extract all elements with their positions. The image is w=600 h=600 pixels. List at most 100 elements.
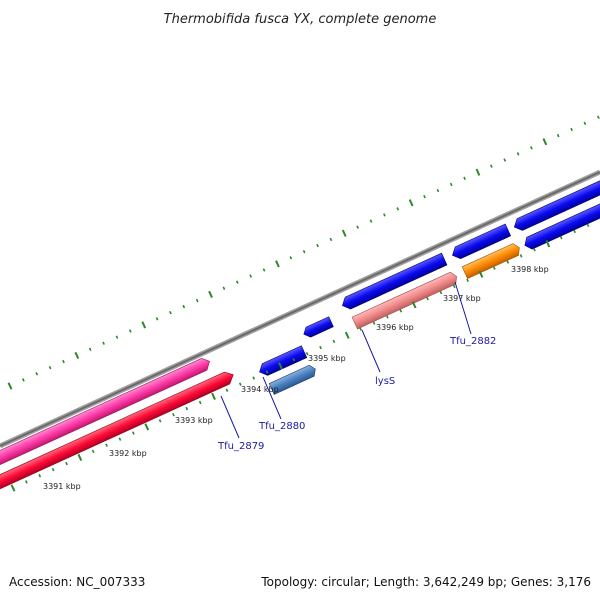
accession-text: Accession: NC_007333 — [9, 575, 145, 589]
inner-tick-major — [344, 331, 350, 339]
outer-tick-minor — [48, 365, 52, 370]
outer-tick-minor — [235, 280, 239, 284]
outer-tick-minor — [369, 219, 373, 223]
leader-tfu-2879 — [220, 395, 240, 439]
outer-tick-major — [7, 382, 13, 390]
inner-tick-minor — [452, 284, 456, 289]
outer-tick-minor — [436, 188, 440, 193]
cds-features — [0, 124, 600, 503]
gene-label-tfu-2879: Tfu_2879 — [217, 441, 264, 452]
scale-label-3394: 3394 kbp — [241, 385, 279, 394]
gene-label-lyss: lysS — [375, 376, 395, 387]
inner-tick-major — [278, 362, 283, 370]
inner-tick-major — [144, 423, 150, 431]
outer-tick-minor — [516, 152, 520, 156]
outer-tick-minor — [503, 158, 507, 162]
inner-tick-major — [545, 240, 551, 248]
outer-tick-minor — [316, 243, 319, 248]
inner-tick-minor — [305, 351, 309, 356]
gene-label-tfu-2882: Tfu_2882 — [449, 336, 496, 347]
inner-tick-minor — [105, 443, 108, 447]
scale-labels: 3391 kbp 3392 kbp 3393 kbp 3394 kbp 3395… — [43, 265, 549, 491]
gene-label-tfu-2880: Tfu_2880 — [258, 421, 305, 432]
outer-tick-major — [275, 260, 280, 268]
inner-tick-major — [10, 484, 16, 492]
inner-tick-minor — [359, 327, 363, 331]
inner-tick-minor — [198, 400, 202, 405]
outer-tick-minor — [195, 298, 199, 303]
outer-tick-minor — [249, 274, 253, 278]
inner-tick-major — [211, 392, 216, 401]
inner-tick-minor — [586, 223, 590, 228]
outer-tick-major — [208, 290, 213, 299]
outer-tick-minor — [556, 133, 560, 138]
outer-tick-major — [475, 168, 481, 176]
inner-tick-major — [411, 301, 417, 309]
outer-tick-minor — [449, 182, 453, 187]
scale-label-3393: 3393 kbp — [175, 416, 213, 425]
outer-tick-minor — [489, 164, 493, 168]
leader-tfu-2880 — [262, 376, 282, 420]
outer-tick-minor — [583, 121, 587, 126]
outer-tick-minor — [222, 286, 226, 290]
outer-tick-minor — [463, 176, 466, 181]
inner-tick-minor — [252, 376, 256, 380]
inner-tick-minor — [131, 431, 135, 435]
outer-tick-minor — [302, 249, 306, 254]
outer-tick-minor — [62, 359, 65, 364]
outer-tick-minor — [21, 378, 25, 382]
inner-tick-minor — [118, 437, 122, 441]
cds-forward-5 — [513, 124, 600, 231]
inner-tick-major — [478, 270, 484, 278]
inner-tick-minor — [24, 480, 28, 484]
genome-backbone — [0, 169, 600, 449]
outer-tick-minor — [169, 310, 172, 315]
inner-tick-minor — [185, 406, 189, 411]
inner-tick-minor — [38, 474, 42, 478]
outer-tick-minor — [88, 347, 92, 352]
inner-tick-minor — [319, 345, 322, 350]
scale-label-3392: 3392 kbp — [109, 449, 147, 458]
inner-tick-minor — [519, 254, 523, 258]
outer-tick-minor — [383, 213, 386, 217]
outer-tick-minor — [530, 146, 533, 150]
inner-tick-minor — [573, 229, 576, 234]
outer-tick-major — [74, 351, 80, 360]
cds-tfu-2882 — [461, 243, 520, 280]
inner-tick-minor — [265, 370, 269, 374]
page-title: Thermobifida fusca YX, complete genome — [164, 12, 437, 27]
outer-tick-minor — [329, 237, 333, 242]
gene-labels: Tfu_2879 Tfu_2880 lysS Tfu_2882 — [217, 336, 496, 452]
inner-tick-minor — [533, 248, 536, 252]
inner-tick-minor — [386, 315, 389, 319]
outer-tick-minor — [356, 225, 360, 229]
scale-label-3391: 3391 kbp — [43, 482, 81, 491]
inner-tick-minor — [172, 412, 175, 417]
scale-label-3397: 3397 kbp — [443, 294, 481, 303]
scale-label-3396: 3396 kbp — [376, 323, 414, 332]
inner-tick-minor — [426, 296, 429, 301]
outer-tick-minor — [155, 317, 159, 321]
inner-tick-minor — [399, 309, 403, 313]
outer-tick-minor — [35, 372, 39, 376]
leader-tfu-2882 — [454, 281, 472, 335]
cds-forward-small-1 — [259, 345, 308, 376]
outer-tick-minor — [396, 207, 400, 211]
outer-tick-major — [141, 321, 147, 329]
cds-tfu-2879 — [268, 364, 316, 395]
cds-lyss — [351, 271, 457, 330]
backbone-line-core — [0, 171, 600, 447]
inner-tick-major — [77, 453, 83, 462]
cds-reverse-red — [0, 371, 234, 503]
scale-label-3395: 3395 kbp — [308, 354, 346, 363]
cds-forward-4 — [452, 223, 512, 260]
outer-tick-minor — [128, 329, 132, 333]
inner-tick-minor — [372, 321, 376, 325]
outer-tick-minor — [182, 304, 186, 309]
outer-tick-minor — [289, 256, 293, 260]
cds-forward-3 — [342, 252, 448, 310]
leader-lyss — [361, 329, 381, 373]
inner-tick-minor — [466, 278, 469, 283]
outer-tick-minor — [102, 341, 105, 345]
